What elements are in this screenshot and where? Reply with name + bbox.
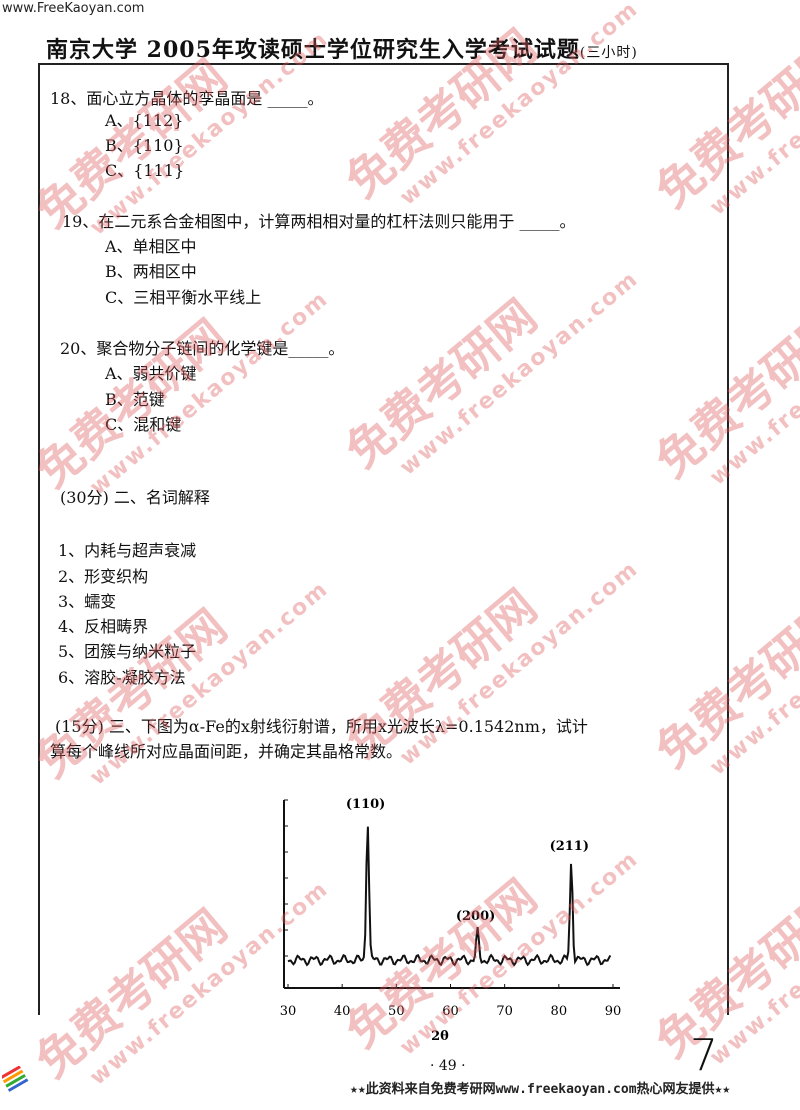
term-item: 3、蠕变 bbox=[58, 592, 117, 611]
peak-label: (211) bbox=[550, 839, 589, 854]
page-title: 南京大学 2005年攻读硕士学位研究生入学考试试题(三小时) bbox=[46, 32, 638, 64]
footer-banner: ★★此资料来自免费考研网www.freekaoyan.com热心网友提供★★ bbox=[350, 1082, 731, 1097]
x-axis-label: 2θ bbox=[431, 1029, 449, 1044]
x-tick-label: 70 bbox=[496, 1004, 513, 1019]
x-tick-label: 40 bbox=[334, 1004, 351, 1019]
term-item: 2、形变织构 bbox=[58, 567, 149, 586]
q18-stem: 18、面心立方晶体的孪晶面是 _____。 bbox=[50, 89, 324, 108]
peak-label: (110) bbox=[346, 797, 385, 812]
term-item: 4、反相畴界 bbox=[58, 617, 149, 636]
page-number: · 49 · bbox=[430, 1058, 466, 1074]
q20-option-c: C、混和键 bbox=[105, 415, 182, 434]
q18-option-c: C、{111} bbox=[105, 161, 185, 180]
x-tick-label: 60 bbox=[442, 1004, 459, 1019]
q19-stem: 19、在二元系合金相图中，计算两相相对量的杠杆法则只能用于 _____。 bbox=[62, 212, 576, 231]
diffraction-spectrum-line bbox=[287, 826, 612, 967]
x-tick-label: 90 bbox=[605, 1004, 622, 1019]
q18-option-b: B、{110} bbox=[105, 136, 184, 155]
section2-heading: (30分) 二、名词解释 bbox=[60, 488, 210, 507]
x-tick-label: 80 bbox=[551, 1004, 568, 1019]
q19-option-b: B、两相区中 bbox=[105, 262, 197, 281]
question-frame bbox=[38, 63, 729, 1015]
handwritten-mark: 7 bbox=[690, 1030, 718, 1081]
site-url: www.FreeKaoyan.com bbox=[2, 1, 145, 16]
site-logo-icon bbox=[2, 1066, 29, 1092]
exam-duration: (三小时) bbox=[579, 45, 638, 61]
section3-line1: (15分) 三、下图为α-Fe的x射线衍射谱，所用x光波长λ=0.1542nm，… bbox=[55, 717, 588, 736]
term-item: 6、溶胶-凝胶方法 bbox=[58, 668, 186, 687]
q20-stem: 20、聚合物分子链间的化学键是_____。 bbox=[60, 339, 345, 358]
term-item: 5、团簇与纳米粒子 bbox=[58, 642, 197, 661]
q19-option-c: C、三相平衡水平线上 bbox=[105, 288, 262, 307]
x-tick-label: 30 bbox=[280, 1004, 297, 1019]
x-tick-label: 50 bbox=[388, 1004, 405, 1019]
title-text: 南京大学 2005年攻读硕士学位研究生入学考试试题 bbox=[46, 37, 580, 63]
section3-line2: 算每个峰线所对应晶面间距，并确定其晶格常数。 bbox=[50, 742, 403, 761]
q20-option-b: B、范键 bbox=[105, 390, 165, 409]
q20-option-a: A、弱共价键 bbox=[105, 364, 197, 383]
term-item: 1、内耗与超声衰减 bbox=[58, 541, 197, 560]
q19-option-a: A、单相区中 bbox=[105, 237, 197, 256]
chart-axes: 30 40 50 60 70 80 90 bbox=[280, 799, 622, 1019]
q18-option-a: A、{112} bbox=[105, 111, 184, 130]
peak-label: (200) bbox=[456, 909, 495, 924]
